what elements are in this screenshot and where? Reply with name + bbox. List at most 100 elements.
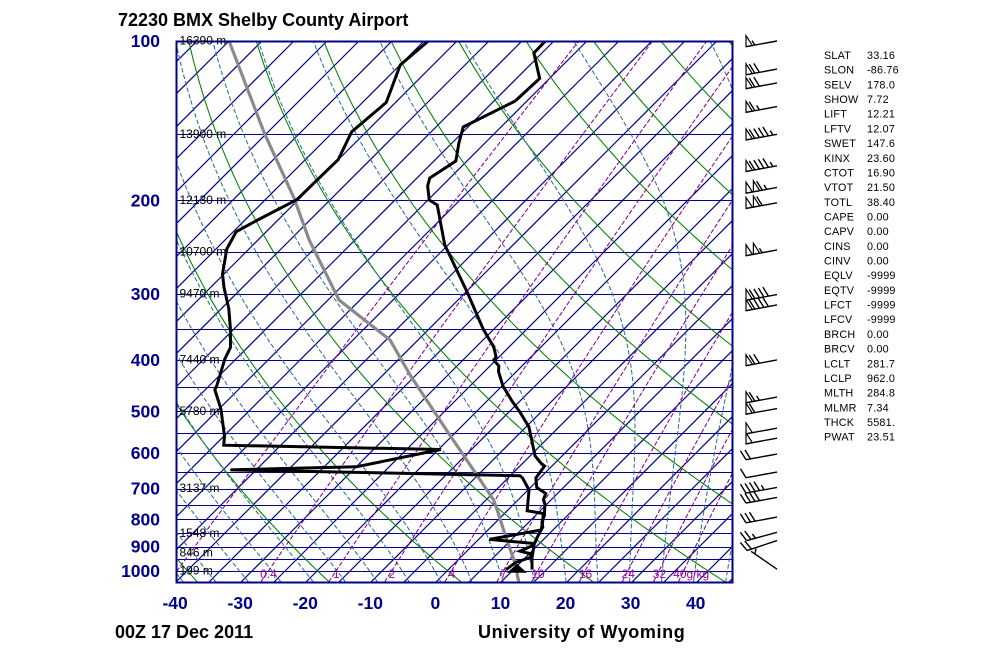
moist-adiabat-line — [212, 41, 504, 582]
index-value: 33.16 — [867, 50, 895, 62]
dry-adiabat-line — [323, 41, 732, 504]
dry-adiabat-line — [593, 41, 732, 195]
index-value: 21.50 — [867, 182, 895, 194]
index-row: BRCV 0.00 — [824, 344, 889, 356]
barb-pennant — [745, 33, 754, 48]
barb-pennant — [745, 158, 754, 173]
index-value: 178.0 — [867, 79, 895, 91]
wind-barb — [739, 511, 778, 524]
mixing-ratio-line — [384, 67, 732, 582]
barb-full-feather — [748, 403, 756, 413]
temperature-tick-label: 40 — [686, 593, 706, 613]
pressure-tick-label: 1000 — [121, 561, 160, 581]
index-row: MLTH 284.8 — [824, 388, 895, 400]
barb-full-feather — [748, 101, 756, 112]
dry-adiabat-line — [458, 41, 732, 347]
index-name: CTOT — [824, 167, 854, 179]
temperature-tick-label: 20 — [556, 593, 576, 613]
isotherm-line — [176, 41, 490, 355]
pressure-tick-label: 200 — [131, 190, 160, 210]
isotherm-line — [663, 513, 732, 582]
index-name: EQTV — [824, 285, 855, 297]
barb-pennant — [745, 195, 754, 210]
mixing-ratio-label: 16 — [579, 567, 593, 581]
wind-barb — [745, 241, 778, 257]
barb-full-feather — [757, 298, 765, 308]
barb-pennant — [752, 178, 761, 193]
wind-barbs — [739, 33, 778, 570]
index-name: LIFT — [824, 109, 847, 121]
barb-shaft — [746, 539, 778, 552]
temperature-tick-label: -10 — [358, 593, 384, 613]
pressure-tick-label: 700 — [131, 479, 160, 499]
wind-barb — [745, 352, 778, 367]
index-row: SLON -86.76 — [824, 65, 899, 77]
index-name: MLTH — [824, 388, 853, 400]
index-row: LCLP 962.0 — [824, 373, 895, 385]
height-label: 10700 m — [180, 244, 227, 258]
moist-adiabat-line — [573, 41, 687, 582]
pressure-tick-label: 100 — [131, 31, 160, 51]
barb-full-feather — [753, 288, 760, 299]
barb-pennant — [752, 194, 761, 208]
mixing-ratio-label: 1 — [333, 567, 340, 581]
index-row: LFCV -9999 — [824, 314, 895, 326]
isotherm-line — [631, 481, 732, 582]
index-row: EQTV -9999 — [824, 285, 895, 297]
index-name: CAPE — [824, 211, 854, 223]
barb-full-feather — [744, 482, 752, 493]
index-row: MLMR 7.34 — [824, 402, 889, 414]
height-label: 12130 m — [180, 193, 227, 207]
index-name: EQLV — [824, 270, 853, 282]
dewpoint-trace — [213, 41, 545, 571]
index-row: CINS 0.00 — [824, 241, 889, 253]
wind-barb — [745, 178, 778, 194]
index-name: LFTV — [824, 123, 852, 135]
barb-full-feather — [744, 449, 752, 460]
barb-half-feather — [758, 247, 763, 254]
moist-adiabat-line — [176, 400, 314, 582]
barb-full-feather — [739, 493, 747, 504]
barb-half-feather — [756, 105, 760, 111]
index-value: 0.00 — [867, 329, 889, 341]
wind-barb — [745, 389, 778, 404]
barb-full-feather — [757, 158, 765, 169]
index-name: CINV — [824, 256, 851, 268]
barb-pennant — [745, 297, 754, 312]
dry-adiabat-line — [390, 41, 732, 424]
mixing-ratio-line — [176, 41, 580, 574]
datetime-label: 00Z 17 Dec 2011 — [115, 622, 253, 642]
barb-half-feather — [754, 548, 757, 555]
wind-barb — [745, 61, 778, 76]
barb-shaft — [750, 550, 778, 570]
pressure-tick-label: 400 — [131, 350, 160, 370]
isotherm-line — [533, 383, 732, 582]
barb-shaft — [745, 453, 778, 461]
index-name: TOTL — [824, 197, 852, 209]
barb-full-feather — [748, 354, 756, 365]
barb-pennant — [745, 420, 754, 435]
moist-adiabat-line — [176, 159, 442, 582]
mixing-ratio-label: 7 — [500, 567, 507, 581]
temperature-tick-label: 30 — [621, 593, 641, 613]
isotherm-line — [370, 220, 732, 582]
temperature-tick-label: 10 — [491, 593, 511, 613]
index-row: CINV 0.00 — [824, 256, 889, 268]
index-value: 7.72 — [867, 94, 889, 106]
barb-full-feather — [744, 492, 752, 503]
mixing-ratio-line — [652, 429, 732, 582]
mixing-ratio-line — [496, 200, 732, 582]
dry-adiabat-line — [525, 41, 732, 270]
wind-barb — [745, 420, 778, 435]
barb-pennant — [745, 61, 754, 76]
sounding-traces — [213, 41, 548, 582]
barb-full-feather — [744, 540, 753, 550]
barb-pennant — [745, 287, 754, 301]
height-label: 1548 m — [180, 526, 220, 540]
barb-pennant — [752, 241, 761, 256]
barb-half-feather — [751, 533, 757, 539]
wind-barb — [750, 548, 778, 570]
barb-half-feather — [769, 161, 774, 167]
barb-shaft — [745, 471, 778, 479]
